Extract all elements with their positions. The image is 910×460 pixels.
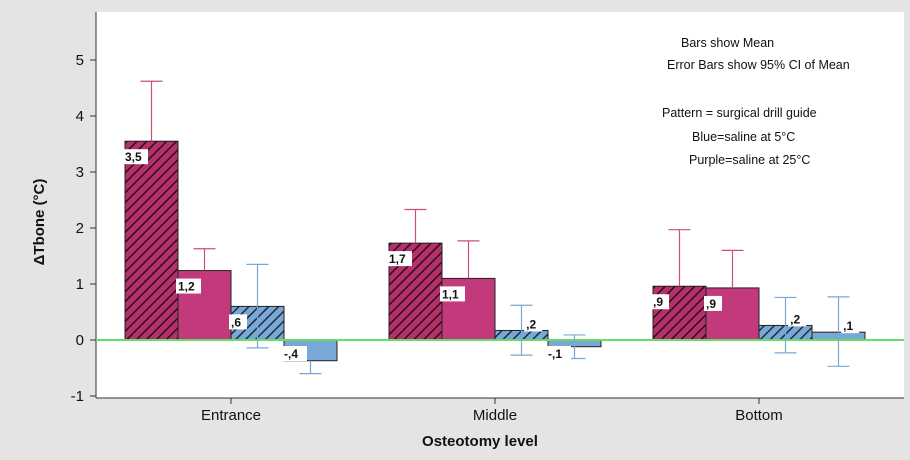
bar <box>124 140 179 341</box>
category-label: Bottom <box>735 407 783 424</box>
data-label: ,2 <box>790 312 800 326</box>
data-label: -,4 <box>284 347 298 361</box>
y-axis-title: ΔTbone (°C) <box>31 179 48 266</box>
data-label: ,9 <box>653 295 663 309</box>
note-error-bars: Error Bars show 95% CI of Mean <box>667 58 850 72</box>
category-labels: Entrance Middle Bottom <box>201 398 783 424</box>
y-tick-label: 2 <box>76 220 84 237</box>
data-label: 1,7 <box>389 252 406 266</box>
data-label: ,6 <box>231 315 241 329</box>
note-purple: Purple=saline at 25°C <box>689 153 810 167</box>
y-tick-label: 3 <box>76 164 84 181</box>
data-label-bg <box>123 149 148 165</box>
data-label-bg <box>841 318 860 334</box>
note-bars-show-mean: Bars show Mean <box>681 36 774 50</box>
data-label: -,1 <box>548 347 562 361</box>
y-tick-label: 4 <box>76 108 84 125</box>
data-label-bg <box>440 286 465 302</box>
x-axis-title: Osteotomy level <box>422 433 538 450</box>
data-label-bg <box>176 278 201 294</box>
y-tick-label: 0 <box>76 332 84 349</box>
data-label: ,9 <box>706 297 716 311</box>
bars-layer <box>124 140 866 362</box>
data-label: 3,5 <box>125 150 142 164</box>
y-tick-label: 1 <box>76 276 84 293</box>
data-label-bg <box>282 346 307 361</box>
data-label-bg <box>524 316 543 332</box>
data-label-bg <box>704 295 722 311</box>
category-label: Middle <box>473 407 517 424</box>
data-label: ,1 <box>843 319 853 333</box>
y-tick-label: 5 <box>76 52 84 69</box>
note-blue: Blue=saline at 5°C <box>692 130 795 144</box>
data-label: ,2 <box>526 317 536 331</box>
y-tick-label: -1 <box>71 388 84 405</box>
data-label-bg <box>546 346 571 361</box>
bar <box>705 287 760 341</box>
annotation-notes: Bars show Mean Error Bars show 95% CI of… <box>662 36 850 167</box>
note-pattern: Pattern = surgical drill guide <box>662 106 817 120</box>
category-label: Entrance <box>201 407 261 424</box>
data-label-bg <box>387 251 412 267</box>
data-label: 1,2 <box>178 280 195 294</box>
data-label-bg <box>229 314 247 330</box>
data-label-bg <box>788 311 807 327</box>
data-label: 1,1 <box>442 287 459 301</box>
y-axis: -1 0 1 2 3 4 5 <box>71 12 97 405</box>
data-label-bg <box>651 294 669 310</box>
data-labels-layer: 3,5 1,7 ,9 1,2 1,1 ,9 ,6 ,2 ,2 -,4 -,1 ,1 <box>123 149 860 361</box>
